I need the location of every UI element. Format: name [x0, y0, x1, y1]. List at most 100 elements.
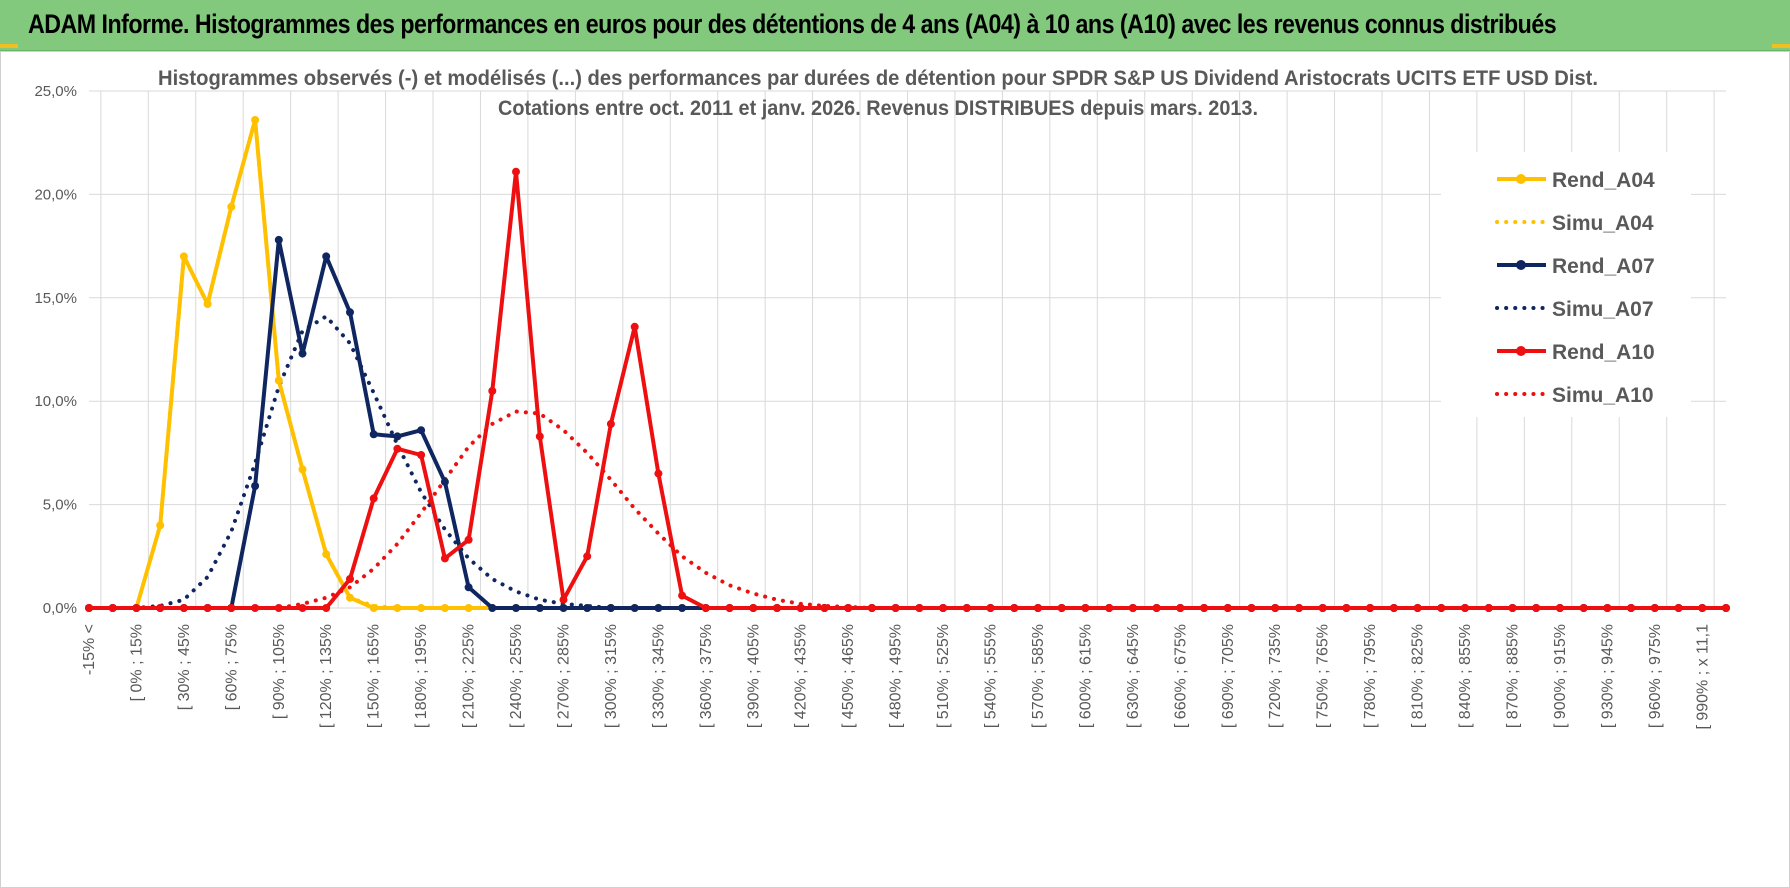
legend-item-simu_a10: Simu_A10 — [1495, 384, 1654, 407]
data-point — [85, 604, 93, 612]
data-point — [1223, 604, 1232, 612]
x-tick-label: [ 510% ; 525% — [935, 624, 952, 728]
data-point — [298, 465, 307, 474]
x-tick-label: [ 660% ; 675% — [1172, 624, 1189, 728]
chart-title-group: Histogrammes observés (-) et modélisés (… — [158, 67, 1598, 120]
y-tick-label: 10,0% — [34, 393, 77, 410]
legend-box — [1441, 152, 1691, 417]
x-tick-label: [ 420% ; 435% — [793, 624, 810, 728]
data-point — [322, 550, 331, 559]
data-point — [1389, 604, 1398, 612]
x-tick-label: [ 60% ; 75% — [223, 624, 240, 710]
x-tick-label: -15% < — [81, 624, 98, 675]
data-point — [654, 469, 663, 478]
data-point — [986, 604, 995, 612]
data-point — [1674, 604, 1683, 612]
data-point — [274, 604, 283, 612]
data-point — [179, 252, 188, 261]
data-point — [1508, 604, 1517, 612]
data-point — [654, 604, 663, 612]
x-tick-label: [ 300% ; 315% — [603, 624, 620, 728]
data-point — [1437, 604, 1446, 612]
data-point — [1532, 604, 1541, 612]
legend-label: Rend_A10 — [1552, 341, 1655, 364]
data-point — [1318, 604, 1327, 612]
y-tick-label: 0,0% — [43, 600, 77, 617]
legend-item-rend_a07: Rend_A07 — [1497, 255, 1655, 278]
legend-label: Simu_A04 — [1552, 212, 1654, 235]
x-tick-label: [ 840% ; 855% — [1457, 624, 1474, 728]
data-point — [796, 604, 805, 612]
x-tick-label: [ 630% ; 645% — [1125, 624, 1142, 728]
data-point — [1271, 604, 1280, 612]
data-point — [915, 604, 924, 612]
x-axis: -15% < [ 0% ; 15% [ 30% ; 45% [ 60% ; 75% [ … — [81, 624, 1711, 730]
data-point — [393, 432, 402, 441]
data-point — [1627, 604, 1636, 612]
legend-marker — [1516, 346, 1526, 356]
data-point — [1650, 604, 1659, 612]
grid — [89, 90, 1726, 609]
x-tick-label: [ 30% ; 45% — [176, 624, 193, 710]
x-tick-label: [ 600% ; 615% — [1077, 624, 1094, 728]
x-tick-label: [ 930% ; 945% — [1599, 624, 1616, 728]
banner-accent-right — [1772, 44, 1790, 48]
data-point — [583, 604, 592, 612]
x-tick-label: [ 390% ; 405% — [745, 624, 762, 728]
data-point — [1366, 604, 1375, 612]
data-point — [1128, 604, 1137, 612]
x-tick-label: [ 990% ; x 11,1 — [1694, 624, 1711, 730]
data-point — [559, 604, 568, 612]
legend-label: Rend_A04 — [1552, 169, 1655, 192]
data-point — [346, 575, 354, 583]
data-point — [346, 593, 354, 602]
data-point — [939, 604, 948, 612]
data-point — [559, 595, 568, 604]
data-point — [1176, 604, 1185, 612]
data-point — [1295, 604, 1303, 612]
data-point — [773, 604, 781, 612]
data-point — [606, 604, 615, 612]
data-point — [749, 604, 758, 612]
data-point — [369, 494, 378, 503]
data-point — [630, 604, 639, 612]
x-tick-label: [ 690% ; 705% — [1220, 624, 1237, 728]
legend: Rend_A04 Simu_A04 Rend_A07 Simu_A07 Rend_A10… — [1441, 152, 1691, 417]
data-point — [369, 604, 378, 612]
chart-title: Histogrammes observés (-) et modélisés (… — [158, 67, 1598, 90]
page-title: ADAM Informe. Histogrammes des performan… — [28, 9, 1557, 39]
x-tick-label: [ 150% ; 165% — [366, 624, 383, 728]
x-tick-label: [ 570% ; 585% — [1030, 624, 1047, 728]
x-tick-label: [ 210% ; 225% — [461, 624, 478, 728]
data-point — [274, 376, 283, 385]
data-point — [488, 604, 497, 612]
data-point — [535, 604, 544, 612]
data-point — [1200, 604, 1209, 612]
x-tick-label: [ 780% ; 795% — [1362, 624, 1379, 728]
data-point — [251, 116, 260, 124]
data-point — [630, 322, 639, 331]
data-point — [1081, 604, 1090, 612]
data-point — [867, 604, 876, 612]
data-point — [512, 167, 520, 176]
y-tick-label: 25,0% — [34, 83, 77, 100]
x-tick-label: [ 90% ; 105% — [271, 624, 288, 719]
data-point — [274, 235, 283, 244]
x-tick-label: [ 0% ; 15% — [128, 624, 145, 701]
x-tick-label: [ 240% ; 255% — [508, 624, 525, 728]
data-point — [393, 604, 402, 612]
data-point — [1461, 604, 1469, 612]
data-point — [606, 419, 615, 428]
data-point — [725, 604, 734, 612]
legend-label: Simu_A10 — [1552, 384, 1654, 407]
data-point — [156, 604, 165, 612]
chart-area: Histogrammes observés (-) et modélisés (… — [0, 51, 1790, 888]
x-tick-label: [ 330% ; 345% — [650, 624, 667, 728]
data-point — [322, 252, 331, 261]
x-tick-label: [ 720% ; 735% — [1267, 624, 1284, 728]
x-tick-label: [ 360% ; 375% — [698, 624, 715, 728]
x-tick-label: [ 270% ; 285% — [555, 624, 572, 728]
data-point — [132, 604, 141, 612]
legend-marker — [1516, 174, 1526, 184]
data-point — [440, 554, 449, 563]
